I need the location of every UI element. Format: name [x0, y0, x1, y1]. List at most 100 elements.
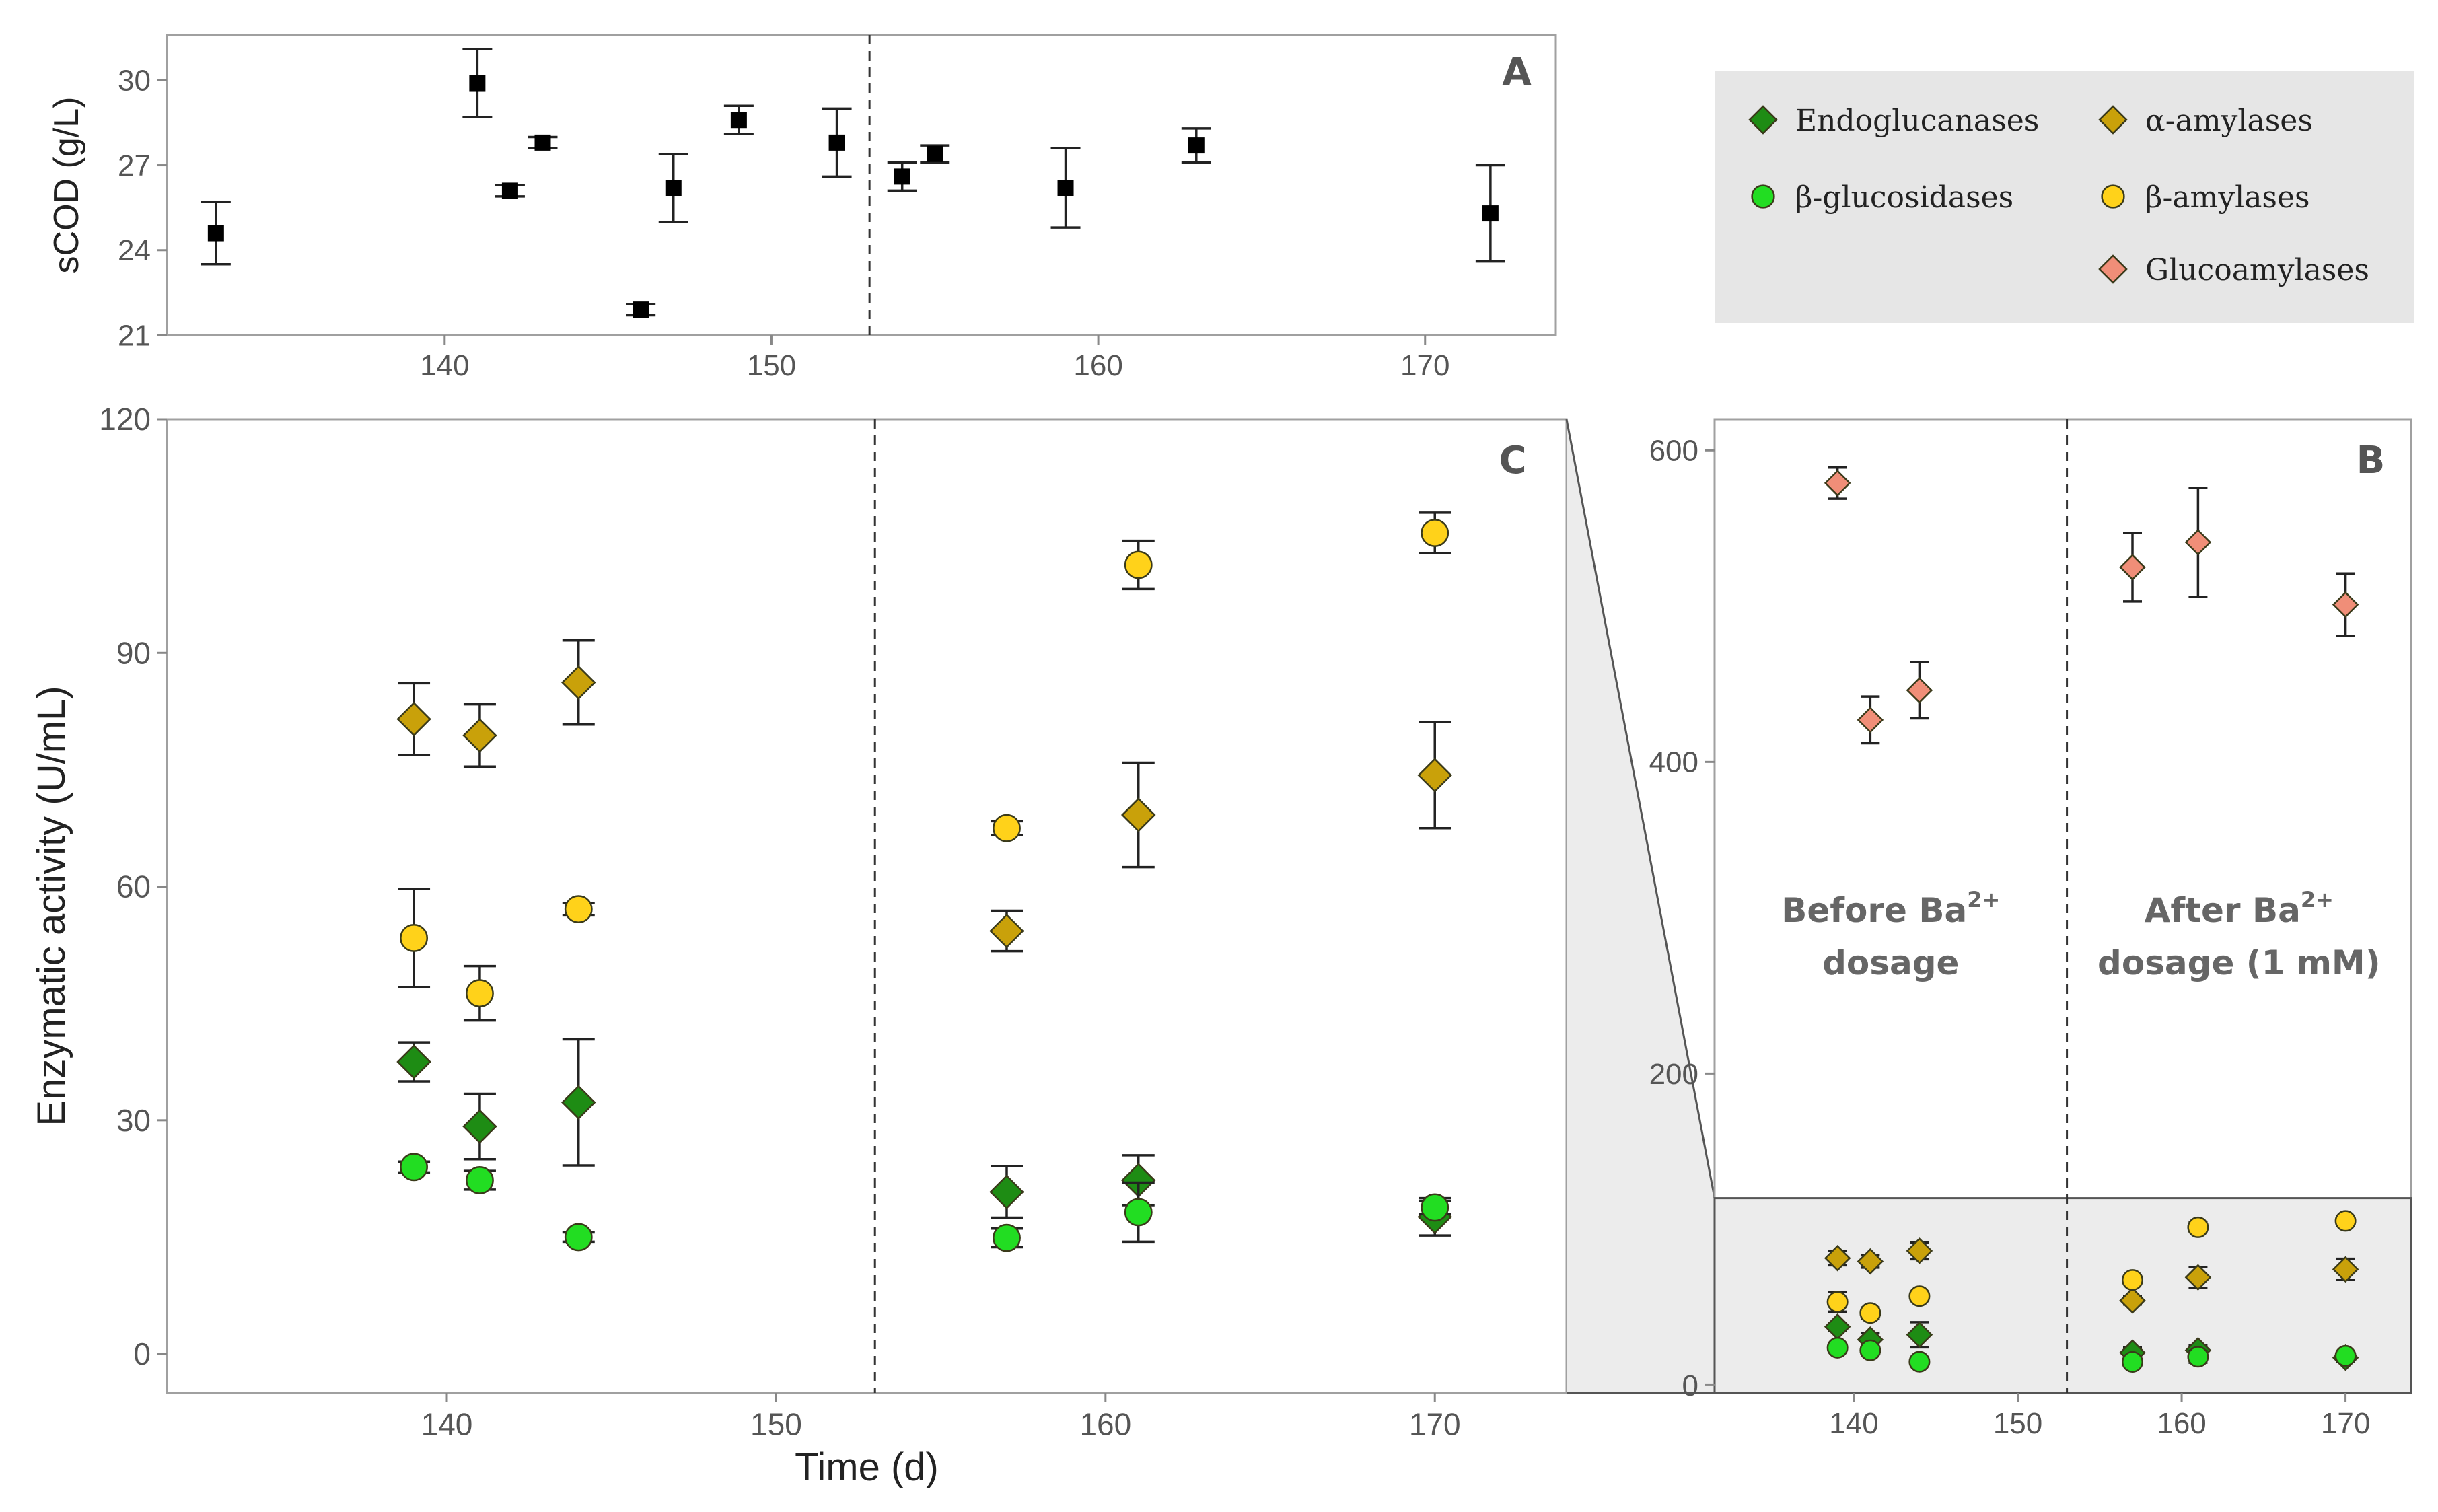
b_amylases-point: [993, 814, 1021, 842]
b_glucosidases-point: [1124, 1198, 1153, 1227]
glucoamylases-point: [1857, 707, 1884, 733]
panel-b-y-tick-label: 200: [1649, 1058, 1698, 1091]
circle-marker-icon: [2101, 184, 2125, 209]
b_amylases-point: [400, 924, 428, 952]
legend-label-b_amylases: β-amylases: [2145, 180, 2310, 215]
after-dosage-note-line1: After Ba2+: [2145, 887, 2334, 930]
scod-point: [1188, 137, 1205, 154]
panel-a-letter: A: [1502, 50, 1532, 94]
b_glucosidases-point: [466, 1166, 494, 1194]
b_glucosidases-point: [2334, 1344, 2357, 1367]
b_amylases-point: [1908, 1285, 1931, 1307]
panel-b-x-tick-label: 150: [1993, 1407, 2042, 1440]
panel-b-x-tick-label: 170: [2321, 1407, 2370, 1440]
panel-a-y-axis-title: sCOD (g/L): [47, 97, 86, 274]
endoglucanases-point: [1906, 1321, 1933, 1348]
panel-c-y-tick-label: 120: [99, 402, 151, 437]
glucoamylases-point: [2119, 554, 2146, 581]
panel-a-x-tick-label: 160: [1073, 349, 1122, 382]
panel-a-x-tick-label: 170: [1400, 349, 1449, 382]
panel-c-x-tick-label: 160: [1079, 1406, 1131, 1441]
legend: Endoglucanases β-glucosidases α-amylases β-…: [1715, 71, 2414, 323]
scod-point: [665, 180, 682, 196]
panel-c-x-tick-label: 150: [750, 1406, 802, 1441]
a_amylases-point: [462, 718, 497, 753]
a_amylases-point: [1824, 1244, 1851, 1272]
zoom-connector-fill: [1567, 419, 1715, 1393]
legend-background: [1715, 71, 2414, 323]
panel-c-x-tick-label: 140: [421, 1406, 473, 1441]
before-dosage-main: Before Ba: [1781, 891, 1967, 930]
panel-c-y-axis-title: Enzymatic activity (U/mL): [30, 686, 73, 1126]
a_amylases-point: [2184, 1264, 2212, 1291]
panel-b-y-tick-label: 400: [1649, 746, 1698, 779]
before-dosage-note-line2: dosage: [1822, 943, 1959, 982]
a_amylases-point: [1906, 1237, 1933, 1264]
a_amylases-point: [561, 665, 596, 700]
panel-c-y-tick-label: 60: [116, 869, 151, 904]
endoglucanases-point: [396, 1044, 431, 1079]
a_amylases-point: [2332, 1256, 2359, 1283]
a_amylases-point: [1417, 758, 1453, 793]
panel-a-y-tick-label: 21: [118, 319, 151, 352]
scod-point: [534, 134, 551, 151]
panel-c-x-tick-label: 170: [1409, 1406, 1461, 1441]
zoom-connector-line: [1565, 419, 1716, 1198]
panel-a-x-tick-label: 140: [420, 349, 469, 382]
after-dosage-main: After Ba: [2145, 891, 2301, 930]
a_amylases-point: [2119, 1287, 2146, 1314]
b_amylases-point: [1124, 550, 1153, 579]
panel-c-marks: 0 30 60 90 120 140 150 160 170: [99, 402, 1460, 1441]
scod-point: [207, 225, 224, 242]
a_amylases-point: [989, 913, 1024, 949]
b_amylases-point: [1826, 1291, 1849, 1313]
after-dosage-superscript: 2+: [2301, 887, 2334, 912]
scod-point: [730, 112, 747, 129]
panel-b-letter: B: [2357, 439, 2386, 482]
endoglucanases-point: [989, 1174, 1024, 1210]
b_amylases-point: [1421, 519, 1449, 547]
panel-a-y-tick-label: 30: [118, 65, 151, 98]
circle-marker-icon: [1751, 184, 1775, 209]
legend-label-a_amylases: α-amylases: [2145, 104, 2313, 138]
diamond-marker-icon: [2098, 105, 2128, 135]
panel-b-y-tick-label: 0: [1682, 1369, 1698, 1402]
zoom-connector: [1565, 419, 1716, 1394]
scod-point: [1482, 205, 1499, 222]
b_glucosidases-point: [1826, 1336, 1849, 1359]
b_amylases-point: [2334, 1210, 2357, 1232]
b_glucosidases-point: [1859, 1339, 1881, 1361]
panel-c-x-axis-title: Time (d): [795, 1445, 939, 1489]
a_amylases-point: [1857, 1248, 1884, 1275]
legend-label-glucoamylases: Glucoamylases: [2145, 253, 2369, 287]
scod-point: [828, 134, 845, 151]
endoglucanases-point: [462, 1109, 497, 1144]
glucoamylases-point: [2332, 591, 2359, 618]
b_amylases-point: [564, 895, 593, 924]
b_amylases-point: [2121, 1269, 2144, 1291]
panel-a-y-tick-label: 24: [118, 234, 151, 267]
panel-c: 0 30 60 90 120 140 150 160 170 C: [99, 402, 1568, 1441]
panel-b-marks: 0 200 400 600 140 150 160 170: [1649, 419, 2412, 1440]
b_amylases-point: [466, 979, 494, 1008]
diamond-marker-icon: [2098, 254, 2128, 284]
scod-point: [927, 145, 943, 162]
panel-c-y-tick-label: 90: [116, 635, 151, 670]
panel-b-x-tick-label: 140: [1829, 1407, 1878, 1440]
b_amylases-point: [1859, 1302, 1881, 1324]
b_glucosidases-point: [2187, 1346, 2209, 1368]
panel-c-y-tick-label: 30: [116, 1103, 151, 1138]
legend-label-endoglucanases: Endoglucanases: [1795, 104, 2039, 138]
panel-c-y-tick-label: 0: [133, 1336, 151, 1371]
panel-a-frame: [166, 34, 1557, 336]
b_glucosidases-point: [400, 1153, 428, 1182]
b_glucosidases-point: [2121, 1351, 2144, 1373]
scod-point: [894, 168, 910, 185]
panel-a-x-tick-label: 150: [747, 349, 796, 382]
b_glucosidases-point: [993, 1223, 1021, 1252]
glucoamylases-point: [1824, 470, 1851, 497]
glucoamylases-point: [2184, 529, 2212, 556]
b_glucosidases-point: [1908, 1351, 1931, 1373]
panel-a-y-tick-label: 27: [118, 149, 151, 182]
